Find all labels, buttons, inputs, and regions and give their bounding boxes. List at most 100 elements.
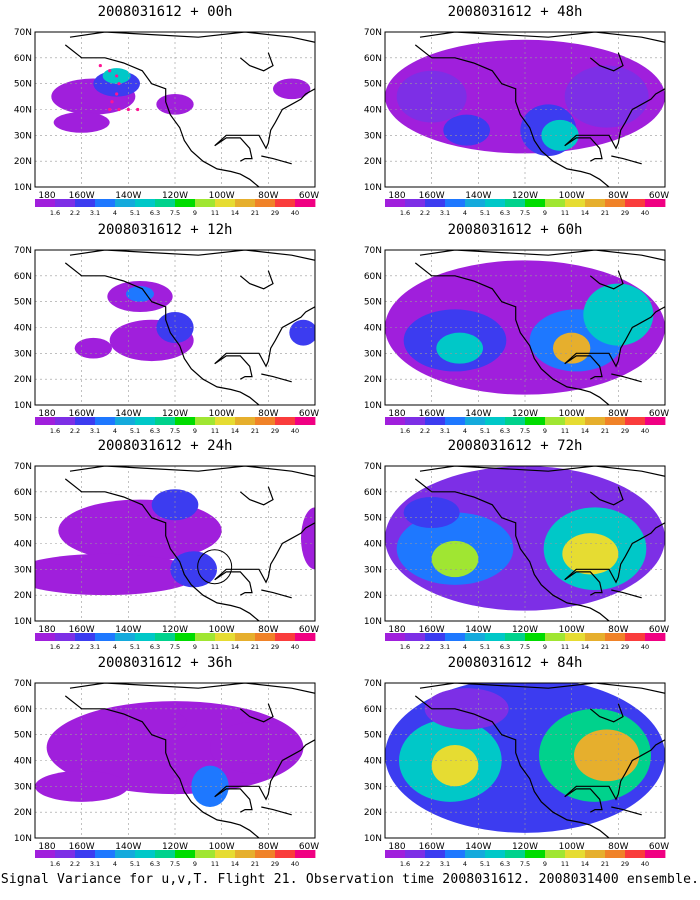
colorbar-label: 5.1: [130, 860, 140, 867]
colorbar-swatch: [625, 417, 646, 425]
longitude-label: 160W: [69, 842, 95, 852]
longitude-label: 100W: [559, 842, 585, 852]
colorbar-label: 7.5: [170, 209, 180, 216]
colorbar-label: 11: [561, 860, 569, 867]
longitude-label: 80W: [608, 842, 628, 852]
colorbar-label: 40: [291, 860, 299, 867]
colorbar-swatch: [175, 199, 196, 207]
colorbar-label: 2.2: [420, 427, 430, 434]
colorbar-label: 6.3: [500, 643, 510, 650]
colorbar-label: 40: [641, 643, 649, 650]
latitude-label: 70N: [14, 28, 32, 38]
latitude-label: 40N: [364, 757, 382, 767]
longitude-label: 140W: [465, 409, 491, 419]
coastline: [261, 589, 292, 599]
colorbar-swatch: [255, 417, 276, 425]
coastline: [64, 262, 260, 405]
latitude-label: 30N: [364, 782, 382, 792]
colorbar-label: 7.5: [520, 209, 530, 216]
variance-blob: [431, 540, 479, 578]
colorbar-swatch: [275, 850, 296, 858]
colorbar-label: 40: [641, 860, 649, 867]
colorbar-swatch: [605, 417, 626, 425]
colorbar-label: 3.1: [440, 427, 450, 434]
variance-map: 70N 60N 50N 40N 30N 20N 10N 180 160W 140W 120W 100W…: [364, 28, 669, 216]
map-frame: [384, 249, 666, 406]
colorbar-label: 1.6: [400, 643, 410, 650]
longitude-label: 60W: [649, 842, 669, 852]
colorbar-label: 11: [561, 643, 569, 650]
colorbar-label: 14: [581, 427, 589, 434]
variance-blob: [273, 78, 311, 100]
latitude-label: 70N: [364, 462, 382, 472]
panel-00h: 70N 60N 50N 40N 30N 20N 10N 180 160W 140W 120W 100W…: [0, 0, 330, 216]
colorbar-swatch: [35, 199, 56, 207]
shaded-field: [35, 683, 315, 838]
coastline: [214, 88, 315, 162]
colorbar-label: 7.5: [520, 643, 530, 650]
coastline: [69, 250, 315, 261]
colorbar-label: 5.1: [130, 427, 140, 434]
longitude-label: 100W: [559, 191, 585, 201]
colorbar-swatch: [115, 850, 136, 858]
colorbar-swatch: [35, 633, 56, 641]
colorbar-label: 1.6: [50, 643, 60, 650]
latitude-label: 20N: [14, 591, 32, 601]
variance-blob: [562, 533, 619, 575]
colorbar-swatch: [95, 199, 116, 207]
colorbar-swatch: [295, 417, 316, 425]
latitude-label: 70N: [14, 246, 32, 256]
colorbar-label: 7.5: [170, 643, 180, 650]
colorbar-label: 9: [543, 427, 547, 434]
latitude-label: 40N: [14, 324, 32, 334]
latitude-label: 70N: [14, 679, 32, 689]
colorbar-swatch: [295, 850, 316, 858]
colorbar-swatch: [385, 199, 406, 207]
latitude-label: 10N: [364, 617, 382, 627]
latitude-label: 30N: [14, 565, 32, 575]
coastline: [69, 466, 315, 477]
colorbar-label: 2.2: [420, 860, 430, 867]
colorbar-swatch: [525, 633, 546, 641]
colorbar-swatch: [545, 417, 566, 425]
colorbar-label: 4: [463, 860, 467, 867]
colorbar-swatch: [565, 850, 586, 858]
map-frame: [384, 465, 666, 622]
latitude-label: 40N: [14, 106, 32, 116]
map-frame: [34, 249, 316, 406]
latitude-label: 10N: [364, 834, 382, 844]
colorbar-swatch: [75, 633, 96, 641]
colorbar-swatch: [135, 417, 156, 425]
flight-track-dot: [108, 69, 112, 73]
variance-blob: [209, 721, 304, 774]
latitude-label: 20N: [364, 157, 382, 167]
map-frame: [34, 31, 316, 188]
colorbar-label: 14: [581, 860, 589, 867]
colorbar-swatch: [135, 199, 156, 207]
longitude-label: 160W: [419, 625, 445, 635]
coastline: [414, 695, 610, 838]
colorbar-label: 29: [621, 209, 629, 216]
colorbar-swatch: [55, 850, 76, 858]
panel-title: 2008031612 + 24h: [97, 438, 233, 454]
longitude-label: 60W: [299, 625, 319, 635]
longitude-label: 120W: [512, 625, 538, 635]
colorbar-swatch: [445, 633, 466, 641]
latitude-label: 20N: [14, 375, 32, 385]
longitude-label: 80W: [608, 191, 628, 201]
variance-blob: [443, 114, 490, 146]
panel-title: 2008031612 + 60h: [447, 222, 583, 238]
coastline: [64, 44, 260, 187]
variance-blob: [396, 70, 467, 123]
colorbar-label: 11: [211, 209, 219, 216]
panel-title: 2008031612 + 48h: [447, 4, 583, 20]
variance-map: 70N 60N 50N 40N 30N 20N 10N 180 160W 140W 120W 100W…: [14, 28, 319, 216]
colorbar-label: 40: [291, 643, 299, 650]
colorbar-swatch: [465, 633, 486, 641]
colorbar-swatch: [195, 633, 216, 641]
coastline: [69, 32, 315, 43]
colorbar-swatch: [275, 199, 296, 207]
colorbar-label: 6.3: [500, 209, 510, 216]
colorbar-swatch: [95, 850, 116, 858]
colorbar-label: 6.3: [150, 643, 160, 650]
